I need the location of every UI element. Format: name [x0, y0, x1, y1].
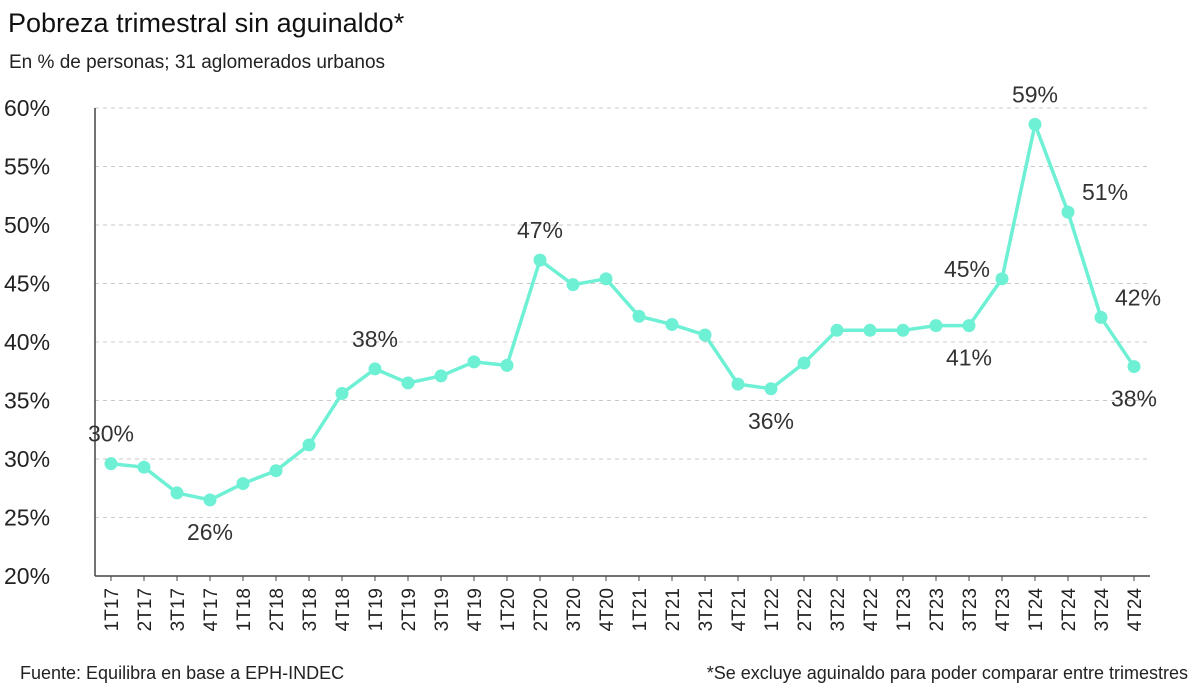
x-tick-label: 3T17 — [168, 588, 189, 631]
data-point — [1028, 117, 1042, 131]
data-point — [929, 319, 943, 333]
data-point — [335, 386, 349, 400]
x-tick-label: 1T23 — [894, 588, 915, 631]
data-labels: 30% 26% 38% 47% 36% 41% 45% 59% 51% 42% 38% — [88, 81, 1161, 545]
data-point — [500, 358, 514, 372]
data-label: 45% — [944, 256, 990, 282]
x-axis-ticks: 1T17 2T17 3T17 4T17 1T18 2T18 3T18 4T18 1T19 2T19… — [102, 576, 1146, 631]
x-tick-label: 1T17 — [102, 588, 123, 631]
y-tick-label: 55% — [4, 154, 50, 180]
y-tick-label: 35% — [4, 388, 50, 414]
data-point — [137, 460, 151, 474]
data-label: 41% — [946, 345, 992, 371]
x-tick-label: 3T18 — [300, 588, 321, 631]
data-label: 38% — [352, 326, 398, 352]
data-point — [467, 355, 481, 369]
x-tick-label: 4T23 — [993, 588, 1014, 631]
x-tick-label: 3T24 — [1092, 588, 1113, 632]
grid-lines — [95, 107, 1150, 518]
x-tick-label: 1T18 — [234, 588, 255, 631]
data-point — [434, 369, 448, 383]
chart-title: Pobreza trimestral sin aguinaldo* — [8, 8, 405, 38]
x-tick-label: 1T19 — [366, 588, 387, 631]
data-point — [1061, 205, 1075, 219]
data-point — [797, 356, 811, 370]
x-tick-label: 3T22 — [828, 588, 849, 631]
data-point — [1127, 360, 1141, 374]
data-point — [962, 319, 976, 333]
y-tick-label: 50% — [4, 212, 50, 238]
x-tick-label: 4T21 — [729, 588, 750, 631]
x-tick-label: 4T24 — [1125, 588, 1146, 632]
data-point — [566, 278, 580, 292]
x-tick-label: 2T19 — [399, 588, 420, 631]
data-point — [401, 376, 415, 390]
x-tick-label: 2T17 — [135, 588, 156, 631]
footnote: *Se excluye aguinaldo para poder compara… — [706, 663, 1188, 683]
data-label: 51% — [1082, 179, 1128, 205]
series-line — [110, 122, 1136, 502]
data-point — [995, 272, 1009, 286]
axes — [94, 108, 1150, 577]
data-point — [599, 272, 613, 286]
data-point — [665, 317, 679, 331]
x-tick-label: 2T18 — [267, 588, 288, 631]
data-point — [896, 323, 910, 337]
y-tick-label: 40% — [4, 329, 50, 355]
x-tick-label: 3T21 — [696, 588, 717, 631]
data-point — [302, 438, 316, 452]
data-point — [1094, 310, 1108, 324]
data-label: 36% — [748, 408, 794, 434]
y-tick-label: 30% — [4, 446, 50, 472]
x-tick-label: 1T24 — [1026, 588, 1047, 632]
data-label: 30% — [88, 421, 134, 447]
x-tick-label: 3T20 — [564, 588, 585, 631]
x-tick-label: 4T20 — [597, 588, 618, 631]
chart-subtitle: En % de personas; 31 aglomerados urbanos — [9, 52, 386, 73]
y-tick-label: 25% — [4, 505, 50, 531]
y-tick-label: 20% — [4, 563, 50, 589]
x-tick-label: 4T18 — [333, 588, 354, 631]
x-tick-label: 2T20 — [531, 588, 552, 631]
x-tick-label: 2T24 — [1059, 588, 1080, 632]
y-tick-label: 45% — [4, 271, 50, 297]
x-tick-label: 4T19 — [465, 588, 486, 631]
data-label: 59% — [1012, 81, 1058, 107]
x-tick-label: 1T22 — [762, 588, 783, 631]
data-point — [830, 323, 844, 337]
x-tick-label: 2T21 — [663, 588, 684, 631]
data-label: 26% — [187, 519, 233, 545]
x-tick-label: 4T17 — [201, 588, 222, 631]
data-point — [863, 323, 877, 337]
x-tick-label: 3T19 — [432, 588, 453, 631]
source-note: Fuente: Equilibra en base a EPH-INDEC — [20, 663, 345, 683]
data-point — [533, 253, 547, 267]
x-tick-label: 1T21 — [630, 588, 651, 631]
data-label: 47% — [517, 217, 563, 243]
x-tick-label: 2T23 — [927, 588, 948, 631]
data-point — [731, 377, 745, 391]
data-point — [170, 486, 184, 500]
data-point — [104, 457, 118, 471]
data-point — [632, 309, 646, 323]
data-point — [368, 362, 382, 376]
data-label: 38% — [1111, 386, 1157, 412]
data-point — [236, 477, 250, 491]
x-tick-label: 4T22 — [861, 588, 882, 631]
data-point — [203, 493, 217, 507]
x-tick-label: 1T20 — [498, 588, 519, 631]
x-tick-label: 3T23 — [960, 588, 981, 631]
data-point — [269, 464, 283, 478]
data-point — [764, 382, 778, 396]
y-axis-ticks: 20% 25% 30% 35% 40% 45% 50% 55% 60% — [4, 95, 50, 589]
y-tick-label: 60% — [4, 95, 50, 121]
data-label: 42% — [1115, 284, 1161, 310]
x-tick-label: 2T22 — [795, 588, 816, 631]
series-group — [104, 117, 1141, 507]
data-point — [698, 328, 712, 342]
